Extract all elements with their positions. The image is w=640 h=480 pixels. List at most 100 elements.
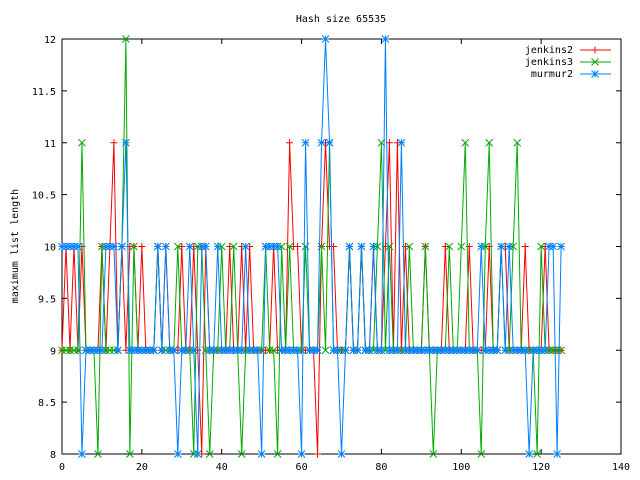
data-point: [178, 243, 186, 250]
data-point: [286, 139, 294, 147]
data-point: [549, 242, 557, 251]
data-point: [273, 242, 282, 251]
data-point: [269, 346, 278, 355]
plot-frame: [61, 38, 622, 455]
data-point: [237, 346, 246, 355]
data-point: [429, 450, 438, 458]
data-point: [321, 346, 330, 355]
data-point: [118, 242, 126, 251]
x-tick-label: 40: [216, 462, 228, 473]
data-point: [333, 346, 342, 355]
x-tick-label: 60: [296, 462, 308, 473]
legend-label: murmur2: [531, 69, 573, 80]
x-tick-label: 100: [452, 462, 470, 473]
data-point: [293, 346, 302, 355]
data-point: [122, 35, 130, 43]
data-point: [521, 346, 530, 355]
series-layer: [58, 35, 565, 458]
data-point: [553, 450, 561, 458]
legend-marker: [591, 58, 599, 66]
chart-title: Hash size 65535: [296, 14, 386, 25]
data-point: [369, 242, 378, 251]
data-point: [521, 243, 529, 250]
y-tick-label: 10: [44, 243, 56, 254]
data-point: [477, 450, 486, 458]
data-point: [297, 450, 306, 458]
data-point: [173, 450, 182, 458]
y-axis: 8 8.5 9 9.5 10 10.5 11 11.5 12: [32, 35, 621, 461]
data-point: [493, 346, 502, 355]
data-point: [357, 242, 366, 251]
data-point: [314, 450, 322, 458]
x-tick-label: 20: [136, 462, 148, 473]
data-point: [126, 450, 134, 458]
data-point: [114, 346, 122, 355]
y-tick-label: 11: [44, 139, 56, 150]
data-point: [441, 243, 449, 250]
data-point: [257, 450, 266, 458]
data-point: [301, 138, 310, 147]
data-point: [285, 242, 294, 251]
data-point: [138, 243, 146, 250]
data-point: [313, 346, 322, 355]
data-point: [525, 450, 534, 458]
data-point: [226, 243, 234, 250]
data-point: [445, 242, 454, 251]
legend-label: jenkins2: [525, 45, 573, 56]
data-point: [365, 346, 374, 355]
data-point: [421, 242, 430, 251]
data-point: [213, 242, 222, 251]
data-point: [341, 346, 350, 355]
y-tick-label: 8.5: [38, 398, 56, 409]
data-point: [505, 242, 514, 251]
y-tick-label: 9.5: [38, 294, 56, 305]
data-point: [377, 346, 386, 355]
y-tick-label: 11.5: [32, 87, 56, 98]
data-point: [205, 450, 214, 458]
y-tick-label: 12: [44, 35, 56, 46]
data-point: [153, 242, 162, 251]
data-point: [381, 35, 390, 43]
data-point: [193, 450, 202, 458]
data-point: [78, 138, 86, 147]
data-point: [537, 242, 545, 251]
data-point: [241, 242, 250, 251]
x-tick-label: 140: [612, 462, 630, 473]
legend-label: jenkins3: [525, 57, 573, 68]
data-point: [122, 138, 130, 147]
data-point: [497, 242, 506, 251]
data-point: [557, 242, 565, 251]
data-point: [201, 242, 210, 251]
data-point: [501, 346, 510, 355]
data-point: [317, 138, 326, 147]
x-tick-label: 0: [59, 462, 65, 473]
data-point: [321, 35, 330, 43]
data-point: [353, 346, 362, 355]
y-axis-label: maximum list length: [10, 189, 21, 303]
data-point: [405, 242, 414, 251]
data-point: [457, 242, 466, 251]
data-point: [485, 138, 494, 147]
series-jenkins2: [58, 139, 565, 458]
data-point: [185, 242, 194, 251]
y-tick-label: 9: [50, 346, 56, 357]
x-tick-label: 120: [532, 462, 550, 473]
data-point: [397, 138, 406, 147]
data-point: [325, 138, 334, 147]
data-point: [130, 242, 138, 251]
x-tick-label: 80: [375, 462, 387, 473]
data-point: [345, 242, 354, 251]
series-line: [61, 142, 562, 455]
data-point: [237, 450, 246, 458]
data-point: [157, 346, 166, 355]
data-point: [181, 346, 190, 355]
data-point: [78, 450, 86, 458]
data-point: [161, 242, 170, 251]
data-point: [169, 346, 178, 355]
data-point: [337, 450, 346, 458]
data-point: [294, 243, 302, 250]
data-point: [477, 242, 486, 251]
data-point: [533, 450, 542, 458]
